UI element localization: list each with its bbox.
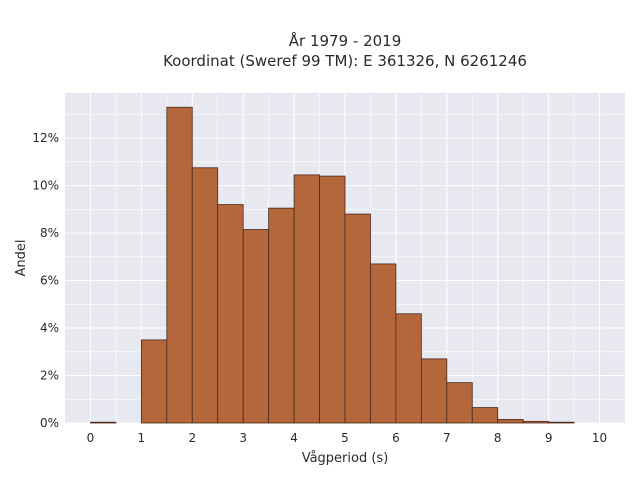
y-tick-label: 4% <box>40 321 59 335</box>
histogram-bar <box>471 407 499 424</box>
x-tick-label: 3 <box>239 431 247 445</box>
y-tick-label: 12% <box>32 131 59 145</box>
x-tick-label: 9 <box>545 431 553 445</box>
histogram-bar <box>446 382 473 424</box>
histogram-bar <box>293 174 320 424</box>
histogram-bar <box>395 313 422 424</box>
histogram-bar <box>319 175 346 424</box>
histogram-bar <box>497 419 524 424</box>
y-axis-label: Andel <box>14 240 29 277</box>
x-tick-label: 0 <box>87 431 95 445</box>
x-tick-label: 1 <box>138 431 146 445</box>
histogram-bar <box>344 213 371 424</box>
histogram-bar <box>191 167 219 424</box>
x-tick-label: 5 <box>341 431 349 445</box>
histogram-bar <box>268 207 295 424</box>
histogram-bar <box>242 229 270 424</box>
x-tick-label: 7 <box>443 431 451 445</box>
histogram-bar <box>420 358 448 424</box>
y-tick-label: 0% <box>40 416 59 430</box>
x-tick-label: 2 <box>188 431 196 445</box>
y-tick-label: 8% <box>40 226 59 240</box>
histogram-bar <box>140 339 168 424</box>
x-axis-label: Vågperiod (s) <box>302 451 389 466</box>
histogram-bar <box>90 421 117 424</box>
histogram-bar <box>522 420 550 424</box>
histogram-bar <box>166 106 193 424</box>
y-tick-label: 6% <box>40 274 59 288</box>
x-tick-label: 8 <box>494 431 502 445</box>
bars <box>90 106 575 424</box>
chart-title-line1: År 1979 - 2019 <box>289 31 402 50</box>
histogram-bar <box>217 204 244 424</box>
x-tick-label: 10 <box>592 431 607 445</box>
x-tick-labels: 0 1 2 3 4 5 6 7 8 9 10 <box>87 431 608 445</box>
x-tick-label: 6 <box>392 431 400 445</box>
histogram-bar <box>548 421 575 424</box>
y-tick-label: 2% <box>40 369 59 383</box>
y-tick-label: 10% <box>32 179 59 193</box>
y-tick-labels: 0% 2% 4% 6% 8% 10% 12% <box>32 131 59 430</box>
chart-title-line2: Koordinat (Sweref 99 TM): E 361326, N 62… <box>163 52 527 70</box>
histogram-bar <box>370 263 397 424</box>
x-tick-label: 4 <box>290 431 298 445</box>
